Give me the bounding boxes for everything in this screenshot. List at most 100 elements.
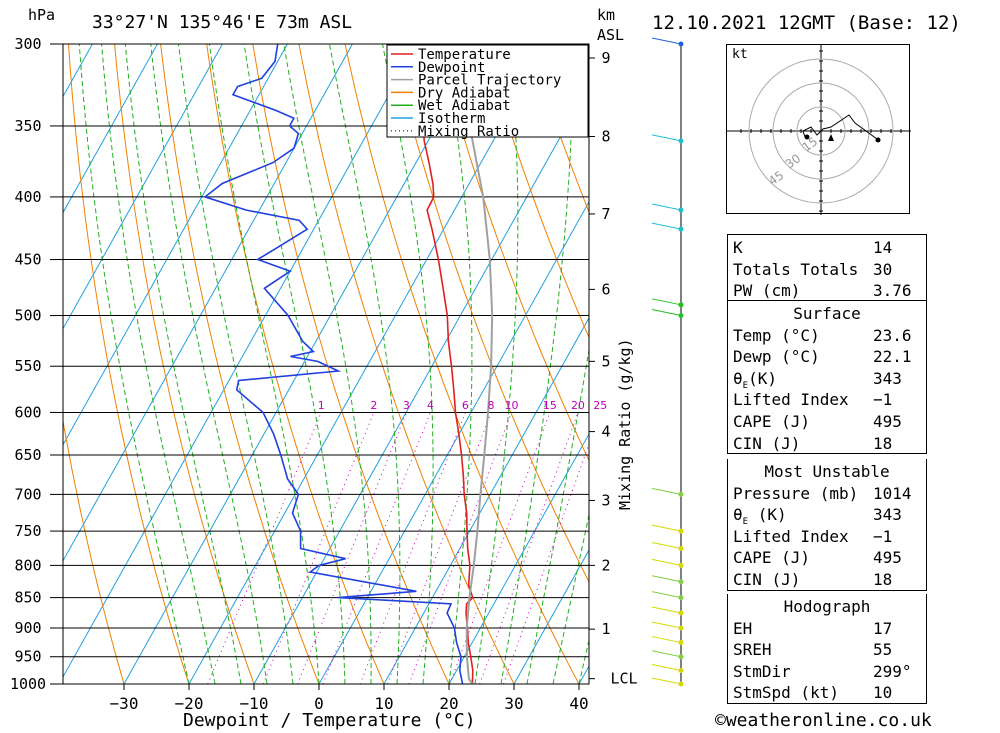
- pressure-tick-label: 350: [14, 117, 41, 135]
- wet-adiabat-line: [243, 44, 346, 684]
- table-row: Lifted Index −1: [728, 524, 926, 546]
- mixing-ratio-value: 15: [543, 399, 557, 412]
- temperature-tick-label: −30: [110, 694, 139, 713]
- temperature-line: [399, 44, 474, 684]
- wind-barb: [651, 37, 682, 45]
- row-value: 30: [873, 259, 893, 279]
- hodograph-end-dot: [875, 137, 881, 143]
- row-key: CIN (J): [733, 569, 801, 589]
- legend-entry: Wet Adiabat: [418, 98, 511, 114]
- mixing-ratio-line: [359, 412, 466, 684]
- hodograph-ring: [772, 82, 870, 180]
- surface-table: Surface Temp (°C) 23.6 Dewp (°C) 22.1 θE(K) 34…: [727, 301, 927, 455]
- mixing-ratio-line: [386, 412, 492, 684]
- row-key: StmSpd (kt): [733, 683, 839, 703]
- row-key: Lifted Index: [733, 526, 849, 546]
- wind-barb: [651, 134, 682, 142]
- hodograph_table-title-row: Hodograph: [728, 594, 926, 616]
- wet-adiabat-line: [101, 44, 216, 684]
- pressure-tick-label: 800: [14, 556, 41, 574]
- hodograph-ring: [748, 58, 894, 204]
- table-row: SREH 55: [728, 637, 926, 659]
- hodograph-unit: kt: [732, 47, 748, 62]
- dry-adiabat-line: [68, 44, 190, 684]
- mixing-ratio-line: [207, 412, 322, 684]
- mixing-ratio-value: 25: [593, 399, 607, 412]
- row-value: 18: [873, 433, 893, 453]
- pressure-unit-label: hPa: [28, 6, 56, 24]
- table-row: θE (K) 343: [728, 502, 926, 527]
- table-row: CAPE (J) 495: [728, 545, 926, 567]
- table-row: EH 17: [728, 616, 926, 638]
- height-tick-label: 1: [601, 620, 610, 638]
- legend-entry: Temperature: [418, 47, 511, 63]
- row-value: 343: [873, 368, 902, 388]
- wet-adiabat-line: [382, 44, 434, 684]
- most-unstable-table: Most Unstable Pressure (mb) 1014 θE (K) 343 L…: [727, 459, 927, 591]
- dry-adiabat-line: [344, 44, 580, 684]
- table-row: StmDir 299°: [728, 659, 926, 681]
- wind-barb: [651, 222, 682, 230]
- wet-adiabat-line: [283, 44, 372, 684]
- wind-barb: [651, 650, 682, 658]
- mixing-ratio-line: [502, 442, 589, 684]
- hodograph-table: Hodograph EH 17 SREH 55 StmDir 299° StmSpd (kt)…: [727, 594, 927, 704]
- wet-adiabat-line: [329, 44, 401, 684]
- height-tick-label: 7: [601, 205, 610, 223]
- row-key: PW (cm): [733, 281, 801, 301]
- pressure-axis: 300 350 400 450 500 550 600 650 700 750 800 850 900 9…: [10, 35, 63, 693]
- pressure-tick-label: 950: [14, 648, 41, 666]
- pressure-tick-label: 650: [14, 446, 41, 464]
- mixing-ratio-value: 2: [370, 399, 377, 412]
- pressure-tick-label: 850: [14, 589, 41, 607]
- isotherm-line: [63, 44, 223, 330]
- isotherm-line: [383, 316, 589, 684]
- wind-barb: [651, 575, 682, 583]
- row-key: CAPE (J): [733, 411, 811, 431]
- legend-entry: Mixing Ratio: [418, 124, 519, 140]
- isotherm-line: [188, 44, 548, 684]
- row-key: SREH: [733, 640, 772, 660]
- mixing-ratio-axis-title: Mixing Ratio (g/kg): [616, 338, 634, 510]
- isotherm-line: [318, 200, 589, 684]
- table-row: Pressure (mb) 1014: [728, 481, 926, 503]
- isotherm-line: [513, 549, 589, 684]
- legend-entry: Parcel Trajectory: [418, 73, 561, 89]
- wind-barb: [651, 621, 682, 629]
- row-value: 495: [873, 548, 902, 568]
- x-axis-title: Dewpoint / Temperature (°C): [183, 710, 476, 731]
- wind-barb: [651, 606, 682, 614]
- hodograph_table-title: Hodograph: [783, 597, 871, 616]
- row-key: StmDir: [733, 661, 791, 681]
- pressure-tick-label: 550: [14, 357, 41, 375]
- asl-label: ASL: [597, 26, 625, 44]
- mixing-ratio-value: 20: [571, 399, 585, 412]
- legend-entry: Dry Adiabat: [418, 85, 511, 101]
- temperature-tick-label: −20: [175, 694, 204, 713]
- hodograph-ring: [796, 106, 846, 156]
- legend-box: [386, 44, 589, 138]
- row-value: 343: [873, 505, 902, 525]
- hodograph-start-dot: [804, 134, 810, 140]
- pressure-tick-label: 450: [14, 251, 41, 269]
- surface-title-row: Surface: [728, 301, 926, 323]
- plot-frame: [62, 43, 590, 685]
- mixing-ratio-value: 3: [403, 399, 410, 412]
- isotherm-line: [123, 44, 483, 684]
- most_unstable-title-row: Most Unstable: [728, 459, 926, 481]
- isobars: [63, 43, 589, 685]
- wet-adiabat-line: [208, 44, 320, 684]
- isotherm-line: [253, 84, 589, 684]
- row-key: CIN (J): [733, 433, 801, 453]
- dry-adiabat-line: [944, 44, 1000, 684]
- indices-table: K 14 Totals Totals 30 PW (cm) 3.76: [727, 234, 927, 301]
- wind-barb: [651, 298, 682, 306]
- row-value: 17: [873, 618, 893, 638]
- row-value: 55: [873, 640, 893, 660]
- hodograph-ring-label: 45: [766, 168, 787, 188]
- lcl-label: LCL: [610, 670, 637, 688]
- isotherm-line: [63, 44, 158, 214]
